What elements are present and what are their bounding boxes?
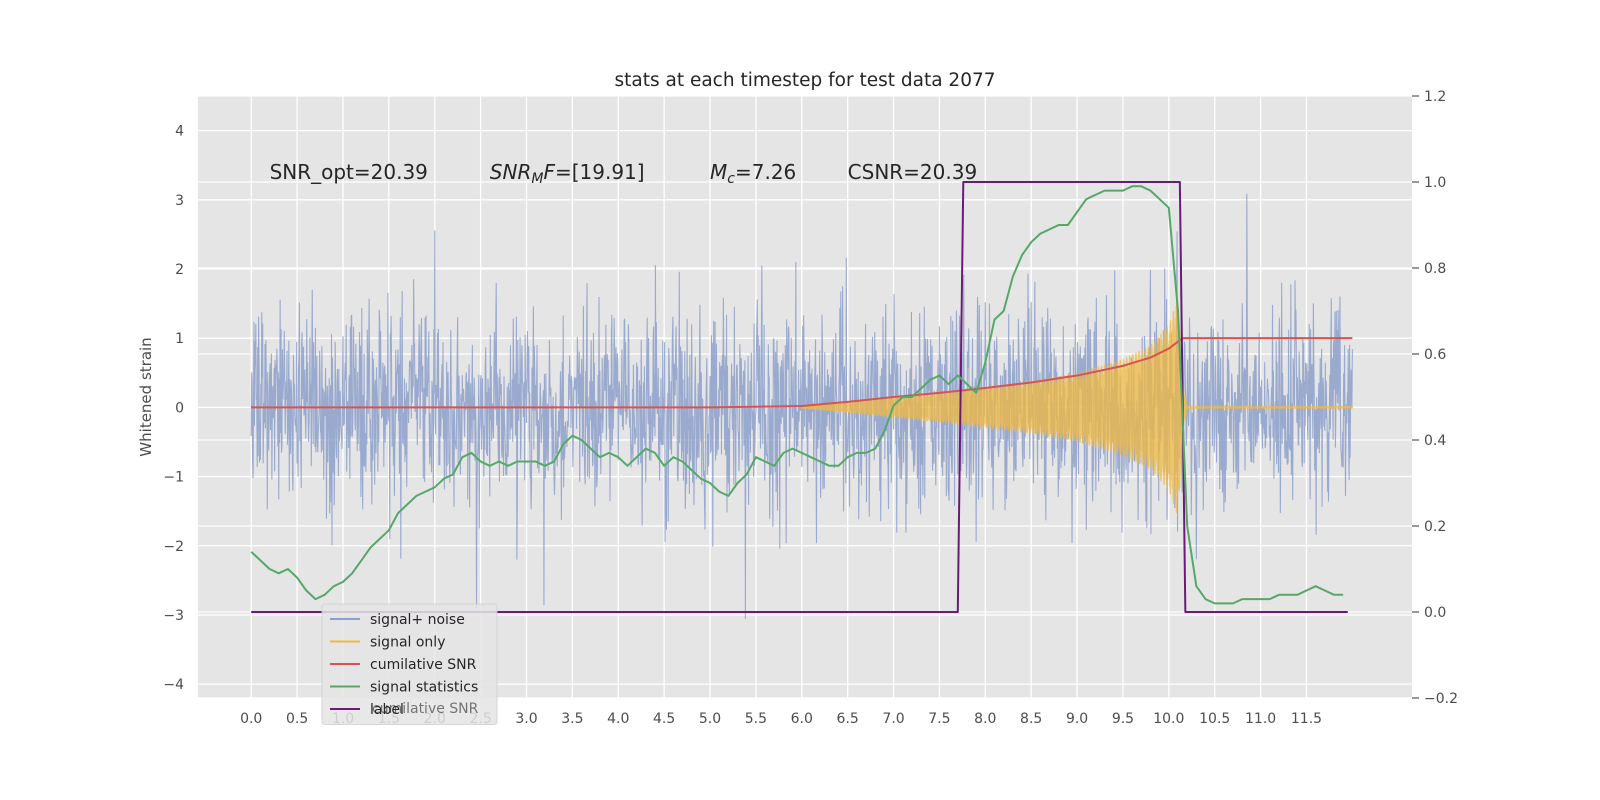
legend-entry-label: cumilative SNR: [370, 657, 477, 673]
y2-tick-label: 1.2: [1424, 89, 1446, 105]
legend-entry-label: label: [370, 702, 404, 718]
y-tick-label: 0: [175, 400, 184, 416]
legend-box: [321, 603, 498, 725]
y2-tick-label: 0.2: [1424, 519, 1446, 535]
y-tick-label: −4: [163, 677, 184, 693]
y2-tick-label: 1.0: [1424, 175, 1446, 191]
y-tick-label: −1: [163, 470, 184, 486]
legend-entry-label: signal+ noise: [370, 612, 465, 628]
x-tick-label: 10.5: [1199, 711, 1230, 727]
y-tick-label: 1: [175, 331, 184, 347]
y2-tick-label: 0.6: [1424, 347, 1446, 363]
series-signal-statistics: [250, 185, 1344, 605]
y2-tick-label: 0.0: [1424, 605, 1446, 621]
x-tick-label: 8.5: [1020, 711, 1042, 727]
annotation: CSNR=20.39: [848, 160, 978, 184]
x-tick-label: 4.0: [607, 711, 629, 727]
series-signal-only: [801, 301, 1353, 514]
y2-tick-label: 0.8: [1424, 261, 1446, 277]
y-tick-label: −3: [163, 608, 184, 624]
x-tick-label: 9.5: [1112, 711, 1134, 727]
annotation: SNR_opt=20.39: [270, 160, 428, 184]
x-tick-label: 3.5: [561, 711, 583, 727]
y2-tick-label: −0.2: [1424, 691, 1458, 707]
annotation: Mc=7.26: [710, 160, 796, 187]
y-tick-label: 2: [175, 262, 184, 278]
legend-entry-label: signal only: [370, 635, 445, 651]
legend: cumilative SNR signal+ noise signal only cu…: [321, 603, 498, 725]
y-tick-label: −2: [163, 539, 184, 555]
series-cumulative-snr: [251, 337, 1353, 409]
legend-hidden-entry: cumilative SNR: [372, 701, 479, 717]
y-tick-label: 3: [175, 193, 184, 209]
x-tick-label: 5.5: [745, 711, 767, 727]
x-tick-label: 6.0: [791, 711, 813, 727]
x-tick-label: 9.0: [1066, 711, 1088, 727]
annotations: SNR_opt=20.39 SNRMF=[19.91] Mc=7.26 CSNR=20…: [270, 160, 978, 187]
x-tick-label: 7.0: [882, 711, 904, 727]
series-label: [251, 181, 1348, 613]
x-tick-label: 0.5: [286, 711, 308, 727]
annotation: SNRMF=[19.91]: [490, 160, 645, 187]
y-tick-label: 4: [175, 124, 184, 140]
y2-tick-label: 0.4: [1424, 433, 1446, 449]
x-tick-label: 0.0: [240, 711, 262, 727]
x-tick-label: 8.0: [974, 711, 996, 727]
x-tick-label: 4.5: [653, 711, 675, 727]
x-tick-label: 10.0: [1153, 711, 1184, 727]
x-tick-label: 5.0: [699, 711, 721, 727]
x-tick-label: 6.5: [837, 711, 859, 727]
x-tick-label: 7.5: [928, 711, 950, 727]
x-tick-label: 11.5: [1291, 711, 1322, 727]
y-axis-label: Whitened strain: [137, 337, 155, 456]
legend-entry-label: signal statistics: [370, 680, 478, 696]
x-tick-label: 11.0: [1245, 711, 1276, 727]
chart-title: stats at each timestep for test data 207…: [614, 70, 995, 91]
x-tick-label: 3.0: [515, 711, 537, 727]
series-layer: [250, 181, 1353, 619]
